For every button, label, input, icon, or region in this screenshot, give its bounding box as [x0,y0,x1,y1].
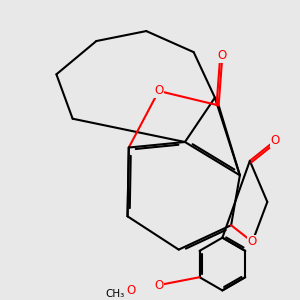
Text: O: O [154,85,164,98]
Text: O: O [127,284,136,297]
Text: O: O [218,49,227,62]
Text: O: O [248,235,257,248]
Text: CH₃: CH₃ [105,289,124,299]
Text: O: O [270,134,279,147]
Text: O: O [154,279,164,292]
